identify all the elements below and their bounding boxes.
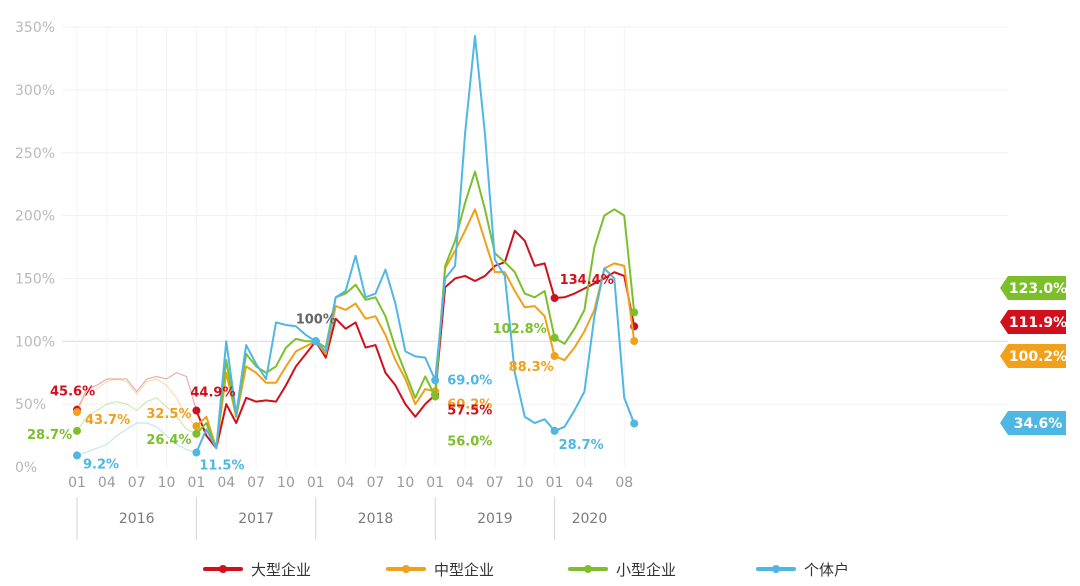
x-tick-label: 07: [247, 475, 265, 491]
data-label: 28.7%: [559, 438, 604, 453]
x-tick-label: 07: [128, 475, 146, 491]
data-point: [192, 422, 201, 431]
end-badge: [1000, 276, 1066, 300]
end-badge-label: 111.9%: [1009, 315, 1067, 331]
data-point: [73, 426, 81, 435]
x-tick-label: 04: [456, 475, 474, 491]
end-badge-label: 34.6%: [1014, 416, 1063, 432]
legend-label: 中型企业: [434, 561, 494, 579]
data-point: [192, 406, 201, 415]
legend-label: 小型企业: [616, 561, 676, 579]
data-label: 44.9%: [190, 386, 235, 401]
end-badge: [1000, 310, 1066, 334]
x-tick-label: 04: [337, 475, 355, 491]
x-tick-label: 01: [307, 475, 325, 491]
y-tick-label: 0%: [15, 460, 37, 476]
data-label: 69.0%: [447, 373, 492, 388]
y-tick-label: 150%: [15, 271, 55, 287]
y-tick-label: 300%: [15, 83, 55, 99]
data-point: [550, 294, 559, 303]
end-badge: [1000, 344, 1066, 368]
baseline-label: 100%: [296, 312, 336, 327]
legend-label: 个体户: [804, 561, 849, 579]
data-point: [630, 419, 639, 428]
data-label: 88.3%: [509, 360, 554, 375]
y-tick-label: 100%: [15, 334, 55, 350]
x-tick-label: 04: [98, 475, 116, 491]
series-line-faint: [76, 378, 197, 427]
year-label: 2017: [238, 511, 274, 527]
y-tick-label: 200%: [15, 209, 55, 225]
series-lines: [73, 34, 639, 460]
data-point: [73, 451, 81, 460]
x-tick-label: 10: [158, 475, 176, 491]
series-line: [195, 170, 636, 450]
data-label: 28.7%: [27, 428, 72, 443]
series-line: [195, 34, 636, 453]
x-tick-label: 10: [516, 475, 534, 491]
year-label: 2016: [119, 511, 155, 527]
x-tick-label: 04: [217, 475, 235, 491]
data-label: 134.4%: [560, 273, 614, 288]
data-point: [550, 426, 559, 435]
y-tick-label: 350%: [15, 20, 55, 36]
data-annotations: 100% 45.6% 43.7% 28.7% 9.2% 44.9% 32.5% 26.4% 11…: [27, 273, 614, 473]
x-tick-label: 01: [187, 475, 205, 491]
year-label: 2019: [477, 511, 513, 527]
data-label: 43.7%: [85, 413, 130, 428]
data-point: [431, 392, 440, 401]
legend-swatch-dot: [402, 565, 410, 573]
y-tick-label: 50%: [15, 397, 46, 413]
data-label: 11.5%: [199, 459, 244, 474]
x-tick-label: 01: [68, 475, 86, 491]
series-line-faint: [76, 422, 197, 457]
legend-swatch-dot: [219, 565, 227, 573]
year-label: 2018: [358, 511, 394, 527]
x-tick-label: 10: [396, 475, 414, 491]
data-point: [630, 308, 639, 317]
data-point: [550, 333, 559, 342]
data-point: [192, 429, 201, 438]
y-axis: 0% 50% 100% 150% 200% 250% 300% 350%: [15, 20, 55, 476]
x-tick-label: 01: [426, 475, 444, 491]
legend-label: 大型企业: [251, 561, 311, 579]
end-badge-label: 123.0%: [1009, 281, 1067, 297]
data-label: 60.2%: [447, 397, 492, 412]
x-tick-label: 07: [367, 475, 385, 491]
end-badge-label: 100.2%: [1009, 349, 1067, 365]
data-label: 32.5%: [146, 407, 191, 422]
series-line: [195, 229, 636, 450]
data-point: [550, 352, 559, 361]
data-label: 9.2%: [83, 457, 119, 472]
data-point: [630, 337, 639, 346]
data-label: 26.4%: [146, 433, 191, 448]
data-point: [311, 337, 320, 346]
x-tick-label: 07: [486, 475, 504, 491]
grid: [62, 26, 1008, 467]
data-label: 102.8%: [493, 322, 547, 337]
data-point: [192, 448, 201, 457]
x-axis: 01 04 07 10 01 04 07 10 01 04 07 10 01 04 07 10 01 04 08 20…: [68, 475, 633, 540]
year-label: 2020: [572, 511, 608, 527]
x-tick-label: 08: [615, 475, 633, 491]
data-label: 57.5%: [447, 404, 492, 419]
x-tick-label: 04: [576, 475, 594, 491]
end-badge: [1000, 411, 1066, 435]
data-label: 56.0%: [447, 435, 492, 450]
legend-swatch-dot: [584, 565, 592, 573]
y-tick-label: 250%: [15, 146, 55, 162]
series-line-faint: [76, 397, 197, 435]
end-value-badges: 123.0% 111.9% 100.2% 34.6%: [1000, 276, 1067, 435]
x-tick-label: 10: [277, 475, 295, 491]
data-point: [431, 376, 440, 385]
data-label: 45.6%: [50, 385, 95, 400]
legend-swatch-dot: [772, 565, 780, 573]
series-line-faint: [76, 372, 197, 411]
series-line: [195, 208, 636, 450]
legend: 大型企业 中型企业 小型企业 个体户: [203, 561, 849, 579]
x-tick-label: 01: [546, 475, 564, 491]
data-point: [73, 408, 81, 417]
